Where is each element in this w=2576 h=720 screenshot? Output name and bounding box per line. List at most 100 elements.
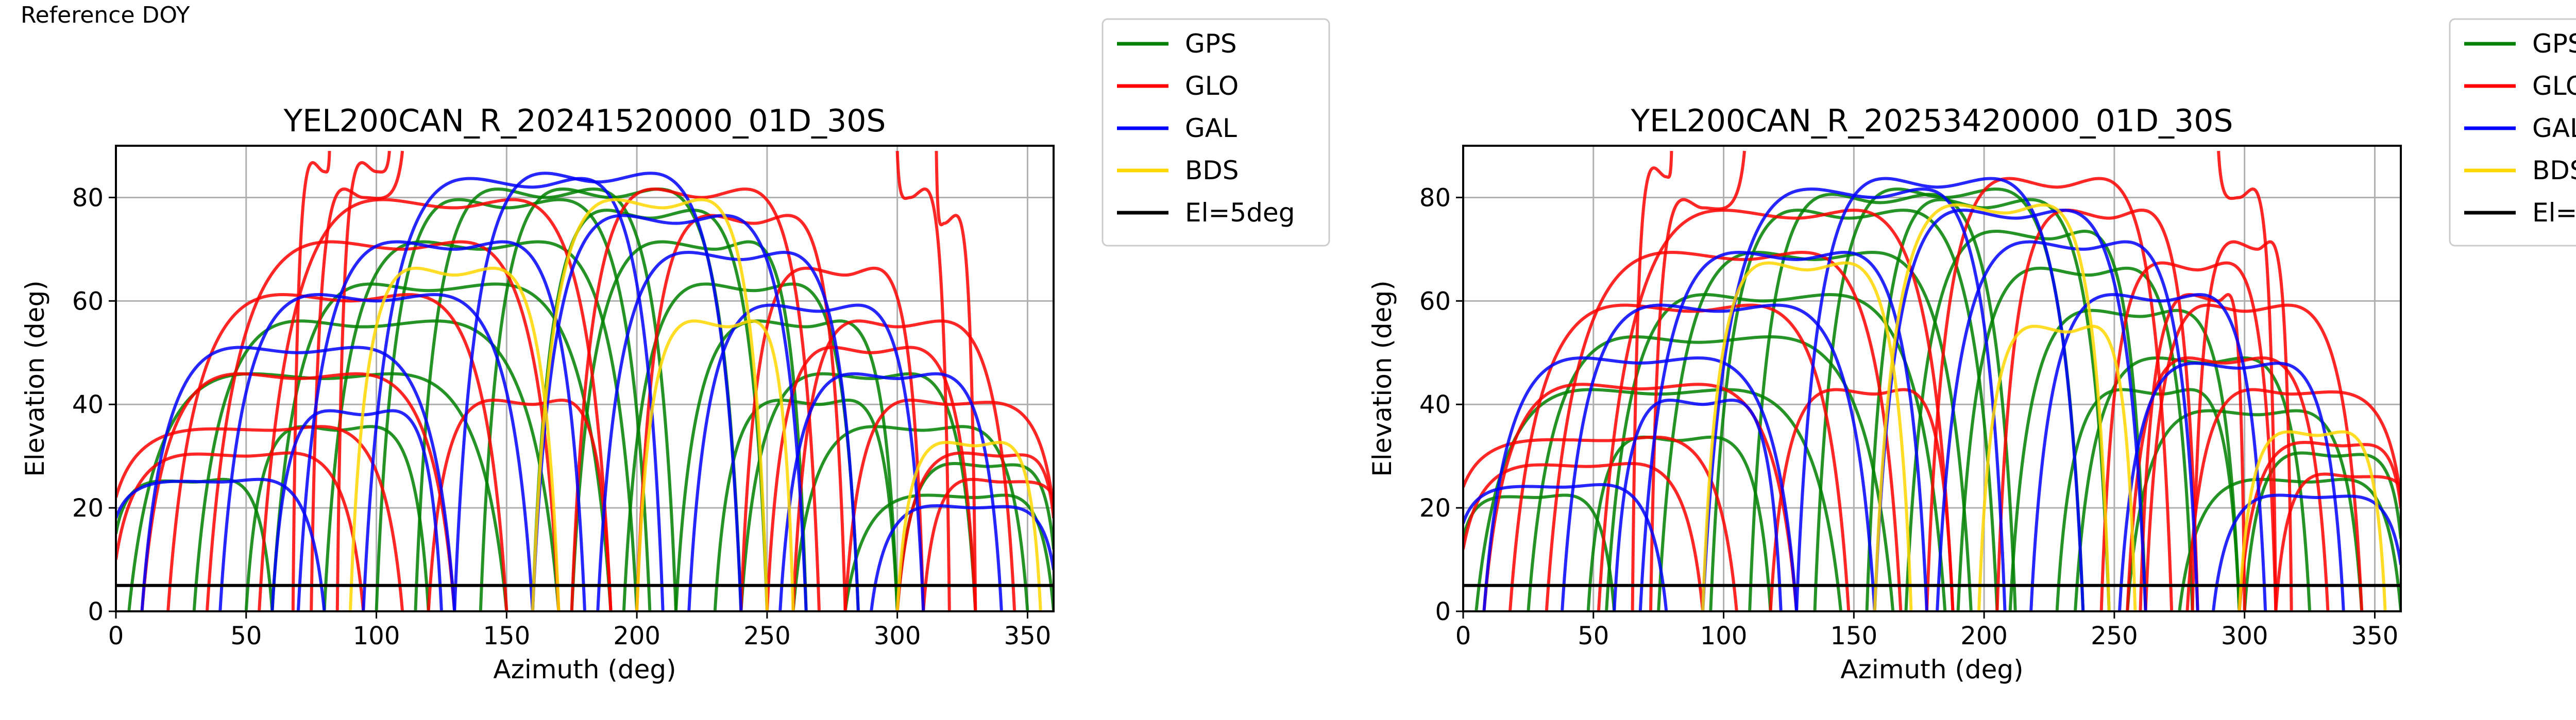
chart-title: YEL200CAN_R_20241520000_01D_30S [283,103,886,139]
x-tick-label: 0 [1455,622,1471,650]
legend-label: GPS [1185,29,1237,59]
gal-pass-10 [116,477,326,611]
glo-pass-16 [1925,177,2174,611]
x-tick-label: 100 [353,622,400,650]
glo-pass-5 [205,240,561,611]
legend: GPS GLO GAL BDS El=5deg [1101,18,1330,247]
bds-pass-3 [1977,324,2137,611]
bds-pass-1 [1701,261,1913,611]
glo-pass-18 [1769,388,1955,611]
bds-pass-2 [531,198,769,611]
glo-pass-12 [843,399,1054,611]
glo-pass-14 [2144,303,2364,611]
legend-label: El=5deg [1185,198,1295,228]
gal-pass-11 [2212,493,2401,611]
gps-pass-2 [1527,335,1895,611]
gal-pass-4 [1701,187,2007,611]
glo-pass-2 [1463,462,1705,611]
bds-pass-2 [1873,203,2111,611]
glo-pass-16 [739,266,925,611]
gps-pass-11 [2008,308,2241,611]
plot-area [116,150,1054,611]
glo-pass-3 [1482,383,1799,611]
legend-label: GPS [2532,29,2576,59]
gal-pass-10 [1463,483,1668,611]
y-axis-label: Elevation (deg) [1367,280,1397,476]
glo-pass-15 [2099,261,2278,611]
reference-doy-label: Reference DOY [21,2,190,28]
y-tick-label: 40 [72,390,104,419]
glo-pass-13 [895,451,1054,611]
y-tick-label: 60 [72,287,104,316]
legend-box [2449,18,2576,247]
glo-pass-19 [922,477,1054,611]
chart-title: YEL200CAN_R_20253420000_01D_30S [1631,103,2233,139]
chart-panel-1: 0 50 100 150 200 250 300 350 0 20 40 60 80 YEL200CAN_… [20,18,1330,684]
gal-pass-5 [1795,177,2085,611]
glo-pass-3 [140,372,456,611]
glo-pass-6 [1597,209,1955,611]
x-tick-label: 250 [743,622,791,650]
x-tick-label: 300 [874,622,921,650]
y-tick-label: 20 [72,494,104,523]
y-tick-label: 0 [88,597,104,626]
gal-pass-4 [362,177,665,611]
x-tick-label: 350 [2351,622,2399,650]
y-tick-label: 0 [1435,597,1451,626]
glo-pass-11 [2185,388,2401,611]
x-axis-label: Azimuth (deg) [1840,655,2023,684]
x-tick-label: 350 [1004,622,1052,650]
plot-area [1463,150,2401,611]
glo-pass-20 [427,399,613,611]
y-axis-label: Elevation (deg) [20,280,50,476]
y-tick-label: 20 [1419,494,1451,523]
gps-pass-10 [622,282,860,611]
gps-pass-6 [1748,193,2017,611]
gps-pass-4 [1657,251,1973,611]
glo-pass-10 [2126,356,2330,611]
legend: GPS GLO GAL BDS El=5deg [2449,18,2576,247]
gal-pass-6 [531,214,808,611]
glo-pass-9 [335,150,391,611]
x-tick-label: 100 [1700,622,1748,650]
axes-frame [115,145,1055,612]
axes-frame [1462,145,2402,612]
gps-pass-12 [739,372,977,611]
bds-pass-3 [635,319,795,611]
glo-pass-5 [1545,251,1903,611]
gps-pass-9 [1904,230,2147,611]
x-tick-label: 200 [1960,622,2008,650]
glo-pass-13 [2217,150,2278,611]
gal-pass-12 [1613,399,1783,611]
gps-pass-8 [531,209,769,611]
y-tick-label: 60 [1419,287,1451,316]
y-tick-label: 80 [72,183,104,212]
bds-pass-1 [349,266,561,611]
gal-pass-2 [1561,303,1876,611]
gal-pass-7 [596,251,860,611]
gps-pass-3 [270,282,613,611]
legend-label: GAL [1185,113,1237,143]
glo-pass-8 [291,150,331,611]
legend-label: El=5deg [2532,198,2576,228]
glo-pass-6 [258,198,613,611]
legend-label: GLO [2532,71,2576,101]
x-tick-label: 300 [2221,622,2268,650]
legend-box [1101,18,1330,247]
glo-pass-7 [1649,150,1746,611]
gal-pass-2 [218,293,534,611]
gps-pass-18 [713,399,899,611]
gal-pass-9 [2118,362,2345,611]
glo-pass-18 [791,319,1016,611]
glo-pass-14 [895,150,951,611]
gps-pass-1 [127,372,509,611]
legend-label: BDS [2532,156,2576,185]
x-tick-label: 50 [1578,622,1609,650]
x-axis-label: Azimuth (deg) [493,655,676,684]
glo-pass-15 [935,151,977,611]
gal-pass-7 [1936,240,2199,611]
glo-pass-8 [1631,150,1673,611]
glo-pass-1 [1463,435,1738,611]
gps-pass-8 [1865,198,2111,611]
